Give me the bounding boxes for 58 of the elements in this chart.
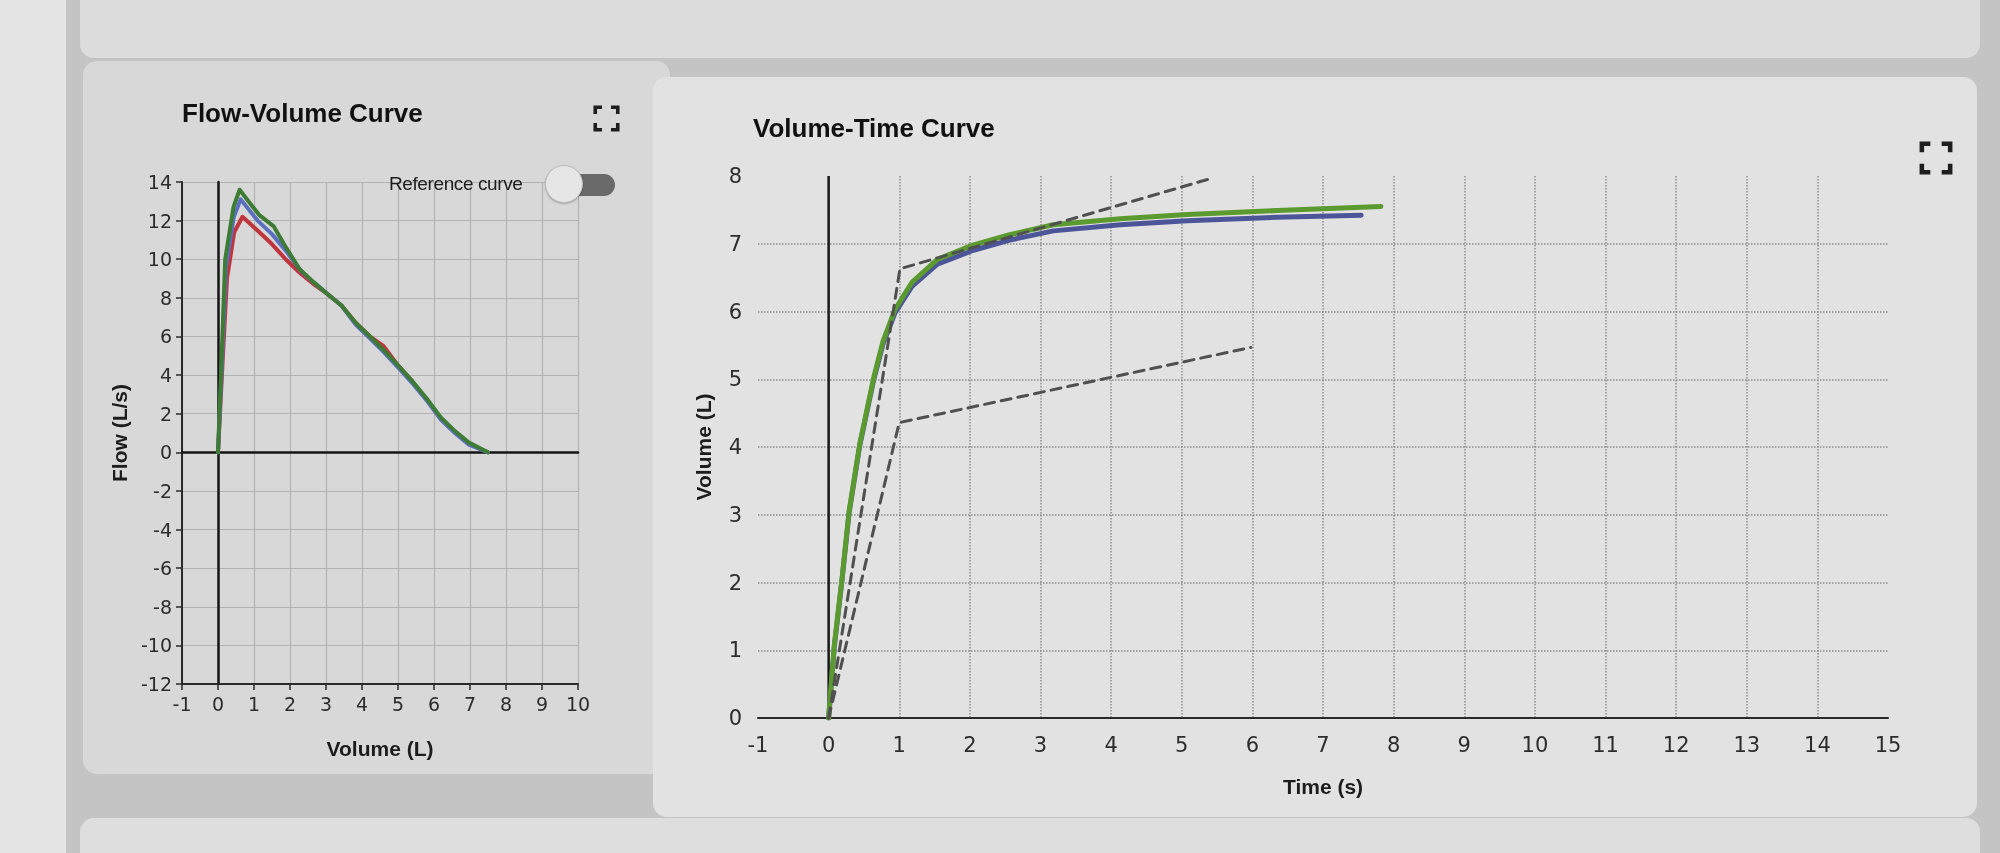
x-axis-title: Volume (L) [326, 737, 434, 760]
y-tick-label: 5 [728, 367, 742, 392]
x-tick-label: -1 [172, 692, 192, 715]
x-tick-label: 15 [1874, 732, 1902, 757]
x-tick-label: 13 [1733, 732, 1761, 757]
y-tick-label: -6 [153, 557, 172, 580]
x-tick-label: 6 [427, 692, 441, 715]
x-tick-label: 1 [892, 732, 906, 757]
y-tick-label: 4 [728, 435, 742, 459]
x-tick-label: 5 [1175, 732, 1189, 757]
y-tick-label: 10 [147, 248, 172, 271]
y-tick-label: 12 [147, 209, 172, 232]
x-tick-label: 4 [355, 692, 369, 715]
y-tick-label: 4 [159, 364, 172, 387]
x-tick-label: 9 [1457, 732, 1471, 757]
x-tick-label: 4 [1104, 732, 1118, 757]
x-tick-label: 1 [247, 692, 261, 715]
x-tick-label: -1 [747, 732, 769, 757]
y-tick-label: 0 [159, 441, 172, 464]
x-tick-label: 12 [1662, 732, 1690, 757]
x-tick-label: 8 [1386, 732, 1401, 757]
y-tick-label: -8 [153, 595, 172, 618]
x-tick-label: 14 [1804, 732, 1831, 757]
y-tick-label: 6 [728, 299, 742, 324]
x-tick-label: 3 [319, 692, 333, 715]
y-tick-label: -10 [140, 634, 172, 657]
chart-title: Volume-Time Curve [753, 113, 995, 143]
x-tick-label: 2 [963, 732, 977, 757]
x-tick-label: 9 [535, 692, 549, 715]
x-tick-label: 0 [211, 692, 225, 715]
x-tick-label: 6 [1245, 732, 1260, 757]
y-tick-label: 3 [728, 502, 742, 527]
x-axis-title: Time (s) [1282, 775, 1364, 798]
y-tick-label: 8 [728, 164, 742, 188]
y-tick-label: -2 [153, 479, 172, 502]
x-tick-label: 7 [1316, 732, 1330, 757]
y-tick-label: 7 [728, 231, 742, 256]
y-tick-label: 2 [728, 570, 742, 595]
x-tick-label: 0 [821, 732, 836, 757]
x-tick-label: 11 [1592, 732, 1619, 757]
y-axis-title: Volume (L) [692, 393, 715, 501]
y-tick-label: 1 [728, 638, 742, 663]
x-tick-label: 7 [463, 692, 477, 715]
x-tick-label: 8 [499, 692, 513, 715]
y-tick-label: 8 [159, 286, 172, 309]
x-tick-label: 5 [391, 692, 405, 715]
annotation: Reference curve [389, 173, 523, 195]
x-tick-label: 2 [283, 692, 297, 715]
y-tick-label: -4 [153, 518, 172, 541]
y-tick-label: 2 [159, 402, 172, 425]
y-axis-title: Flow (L/s) [108, 384, 131, 482]
chart-title: Flow-Volume Curve [182, 98, 423, 128]
y-tick-label: 14 [147, 171, 172, 193]
y-tick-label: -12 [140, 673, 172, 695]
x-tick-label: 3 [1033, 732, 1048, 757]
x-tick-label: 10 [1521, 732, 1549, 757]
x-tick-label: 10 [565, 692, 591, 715]
y-tick-label: 6 [159, 325, 172, 348]
